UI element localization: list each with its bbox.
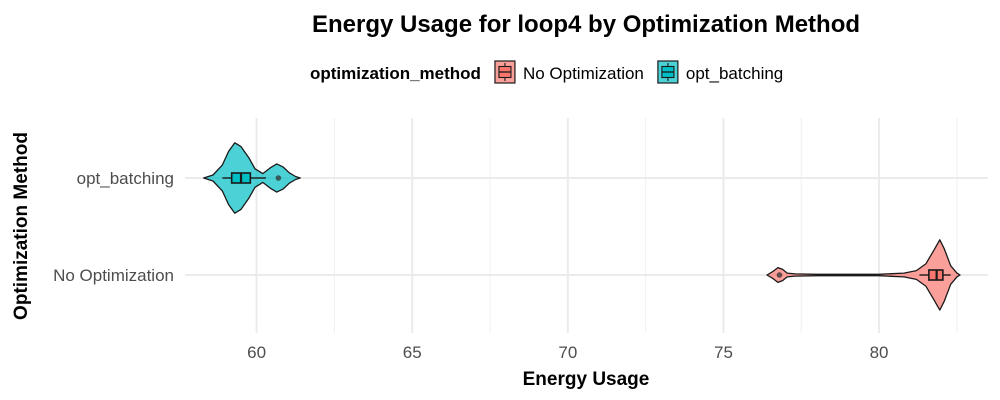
violins xyxy=(203,142,961,311)
legend-label: No Optimization xyxy=(523,64,644,83)
legend: optimization_method No Optimization opt_b… xyxy=(310,60,783,84)
outlier-point xyxy=(776,272,783,278)
legend-key-opt-batching xyxy=(657,60,679,84)
legend-title: optimization_method xyxy=(310,64,481,83)
chart-title: Energy Usage for loop4 by Optimization M… xyxy=(312,11,860,38)
violin-opt-batching xyxy=(203,142,301,214)
legend-label: opt_batching xyxy=(686,64,783,83)
y-axis-ticks: opt_batching No Optimization xyxy=(53,169,174,285)
y-axis-title: Optimization Method xyxy=(11,132,32,320)
x-axis-title: Energy Usage xyxy=(523,369,650,390)
violin-no-optimization xyxy=(766,239,961,311)
plot-grid xyxy=(185,118,988,333)
y-tick-label: No Optimization xyxy=(53,266,174,285)
x-tick-label: 65 xyxy=(403,343,422,362)
x-tick-label: 70 xyxy=(558,343,577,362)
x-tick-label: 80 xyxy=(870,343,889,362)
legend-key-no-optimization xyxy=(494,60,516,84)
x-tick-label: 75 xyxy=(714,343,733,362)
x-tick-label: 60 xyxy=(247,343,266,362)
outlier-point xyxy=(275,175,282,181)
violin-body xyxy=(766,239,961,311)
y-tick-label: opt_batching xyxy=(77,169,174,188)
x-axis-ticks: 60 65 70 75 80 xyxy=(247,343,888,362)
